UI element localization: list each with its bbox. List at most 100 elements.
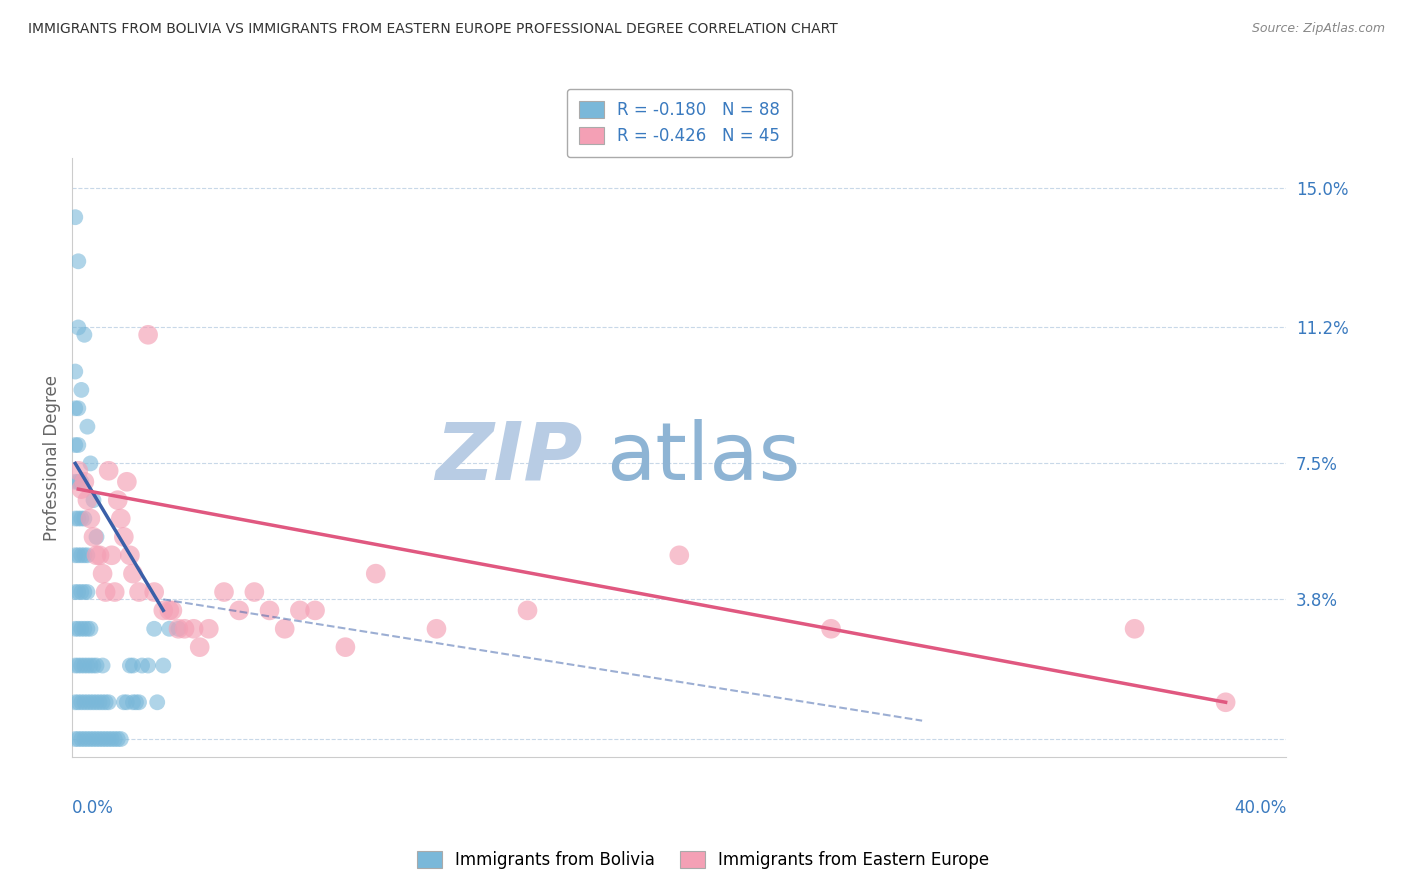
Point bbox=[100, 549, 122, 563]
Point bbox=[65, 401, 87, 416]
Point bbox=[1123, 622, 1146, 636]
Point bbox=[89, 549, 111, 563]
Point bbox=[67, 511, 90, 525]
Point bbox=[107, 493, 129, 508]
Point bbox=[91, 732, 114, 747]
Point bbox=[516, 603, 538, 617]
Point bbox=[65, 210, 87, 224]
Point bbox=[76, 695, 98, 709]
Point bbox=[79, 457, 101, 471]
Text: 40.0%: 40.0% bbox=[1234, 799, 1286, 817]
Point bbox=[67, 622, 90, 636]
Point bbox=[97, 695, 120, 709]
Point bbox=[73, 549, 96, 563]
Point bbox=[67, 320, 90, 334]
Point bbox=[89, 732, 111, 747]
Point bbox=[122, 566, 145, 581]
Point bbox=[198, 622, 221, 636]
Point bbox=[70, 585, 93, 599]
Point bbox=[82, 658, 104, 673]
Point bbox=[79, 732, 101, 747]
Point bbox=[76, 658, 98, 673]
Point bbox=[152, 658, 174, 673]
Point bbox=[82, 530, 104, 544]
Point bbox=[97, 464, 120, 478]
Point bbox=[76, 585, 98, 599]
Point bbox=[304, 603, 326, 617]
Point bbox=[143, 622, 166, 636]
Point bbox=[73, 585, 96, 599]
Point bbox=[79, 511, 101, 525]
Point bbox=[110, 511, 132, 525]
Point bbox=[110, 732, 132, 747]
Point bbox=[335, 640, 357, 655]
Point bbox=[112, 530, 135, 544]
Point bbox=[212, 585, 235, 599]
Point bbox=[67, 658, 90, 673]
Point bbox=[146, 695, 169, 709]
Point bbox=[70, 549, 93, 563]
Point bbox=[91, 566, 114, 581]
Point bbox=[288, 603, 311, 617]
Point bbox=[97, 732, 120, 747]
Point bbox=[65, 438, 87, 452]
Point bbox=[273, 622, 295, 636]
Point bbox=[115, 695, 138, 709]
Point bbox=[125, 695, 148, 709]
Point bbox=[67, 438, 90, 452]
Point bbox=[259, 603, 281, 617]
Point bbox=[122, 658, 145, 673]
Point bbox=[86, 695, 108, 709]
Point bbox=[167, 622, 190, 636]
Point bbox=[82, 493, 104, 508]
Point bbox=[1215, 695, 1237, 709]
Point bbox=[73, 475, 96, 489]
Point bbox=[70, 732, 93, 747]
Point bbox=[73, 327, 96, 342]
Point bbox=[65, 549, 87, 563]
Text: IMMIGRANTS FROM BOLIVIA VS IMMIGRANTS FROM EASTERN EUROPE PROFESSIONAL DEGREE CO: IMMIGRANTS FROM BOLIVIA VS IMMIGRANTS FR… bbox=[28, 22, 838, 37]
Point bbox=[79, 695, 101, 709]
Text: 0.0%: 0.0% bbox=[72, 799, 114, 817]
Point bbox=[67, 585, 90, 599]
Point bbox=[100, 732, 122, 747]
Text: atlas: atlas bbox=[606, 419, 801, 497]
Point bbox=[136, 327, 159, 342]
Point bbox=[152, 603, 174, 617]
Point bbox=[364, 566, 387, 581]
Point bbox=[128, 585, 150, 599]
Point bbox=[67, 695, 90, 709]
Point bbox=[112, 695, 135, 709]
Point bbox=[70, 383, 93, 397]
Point bbox=[70, 482, 93, 496]
Point bbox=[104, 585, 127, 599]
Point bbox=[89, 695, 111, 709]
Point bbox=[70, 622, 93, 636]
Point bbox=[73, 695, 96, 709]
Point bbox=[70, 695, 93, 709]
Point bbox=[94, 585, 117, 599]
Point bbox=[65, 695, 87, 709]
Point bbox=[122, 695, 145, 709]
Point bbox=[79, 658, 101, 673]
Point bbox=[82, 695, 104, 709]
Point bbox=[86, 658, 108, 673]
Point bbox=[173, 622, 195, 636]
Point bbox=[76, 622, 98, 636]
Point bbox=[91, 658, 114, 673]
Point bbox=[118, 658, 141, 673]
Point bbox=[70, 658, 93, 673]
Point bbox=[94, 695, 117, 709]
Point bbox=[157, 603, 180, 617]
Text: Source: ZipAtlas.com: Source: ZipAtlas.com bbox=[1251, 22, 1385, 36]
Point bbox=[65, 585, 87, 599]
Point bbox=[79, 622, 101, 636]
Point bbox=[65, 732, 87, 747]
Point bbox=[65, 622, 87, 636]
Point bbox=[65, 365, 87, 379]
Point bbox=[73, 622, 96, 636]
Point bbox=[73, 658, 96, 673]
Point bbox=[157, 622, 180, 636]
Point bbox=[107, 732, 129, 747]
Point bbox=[118, 549, 141, 563]
